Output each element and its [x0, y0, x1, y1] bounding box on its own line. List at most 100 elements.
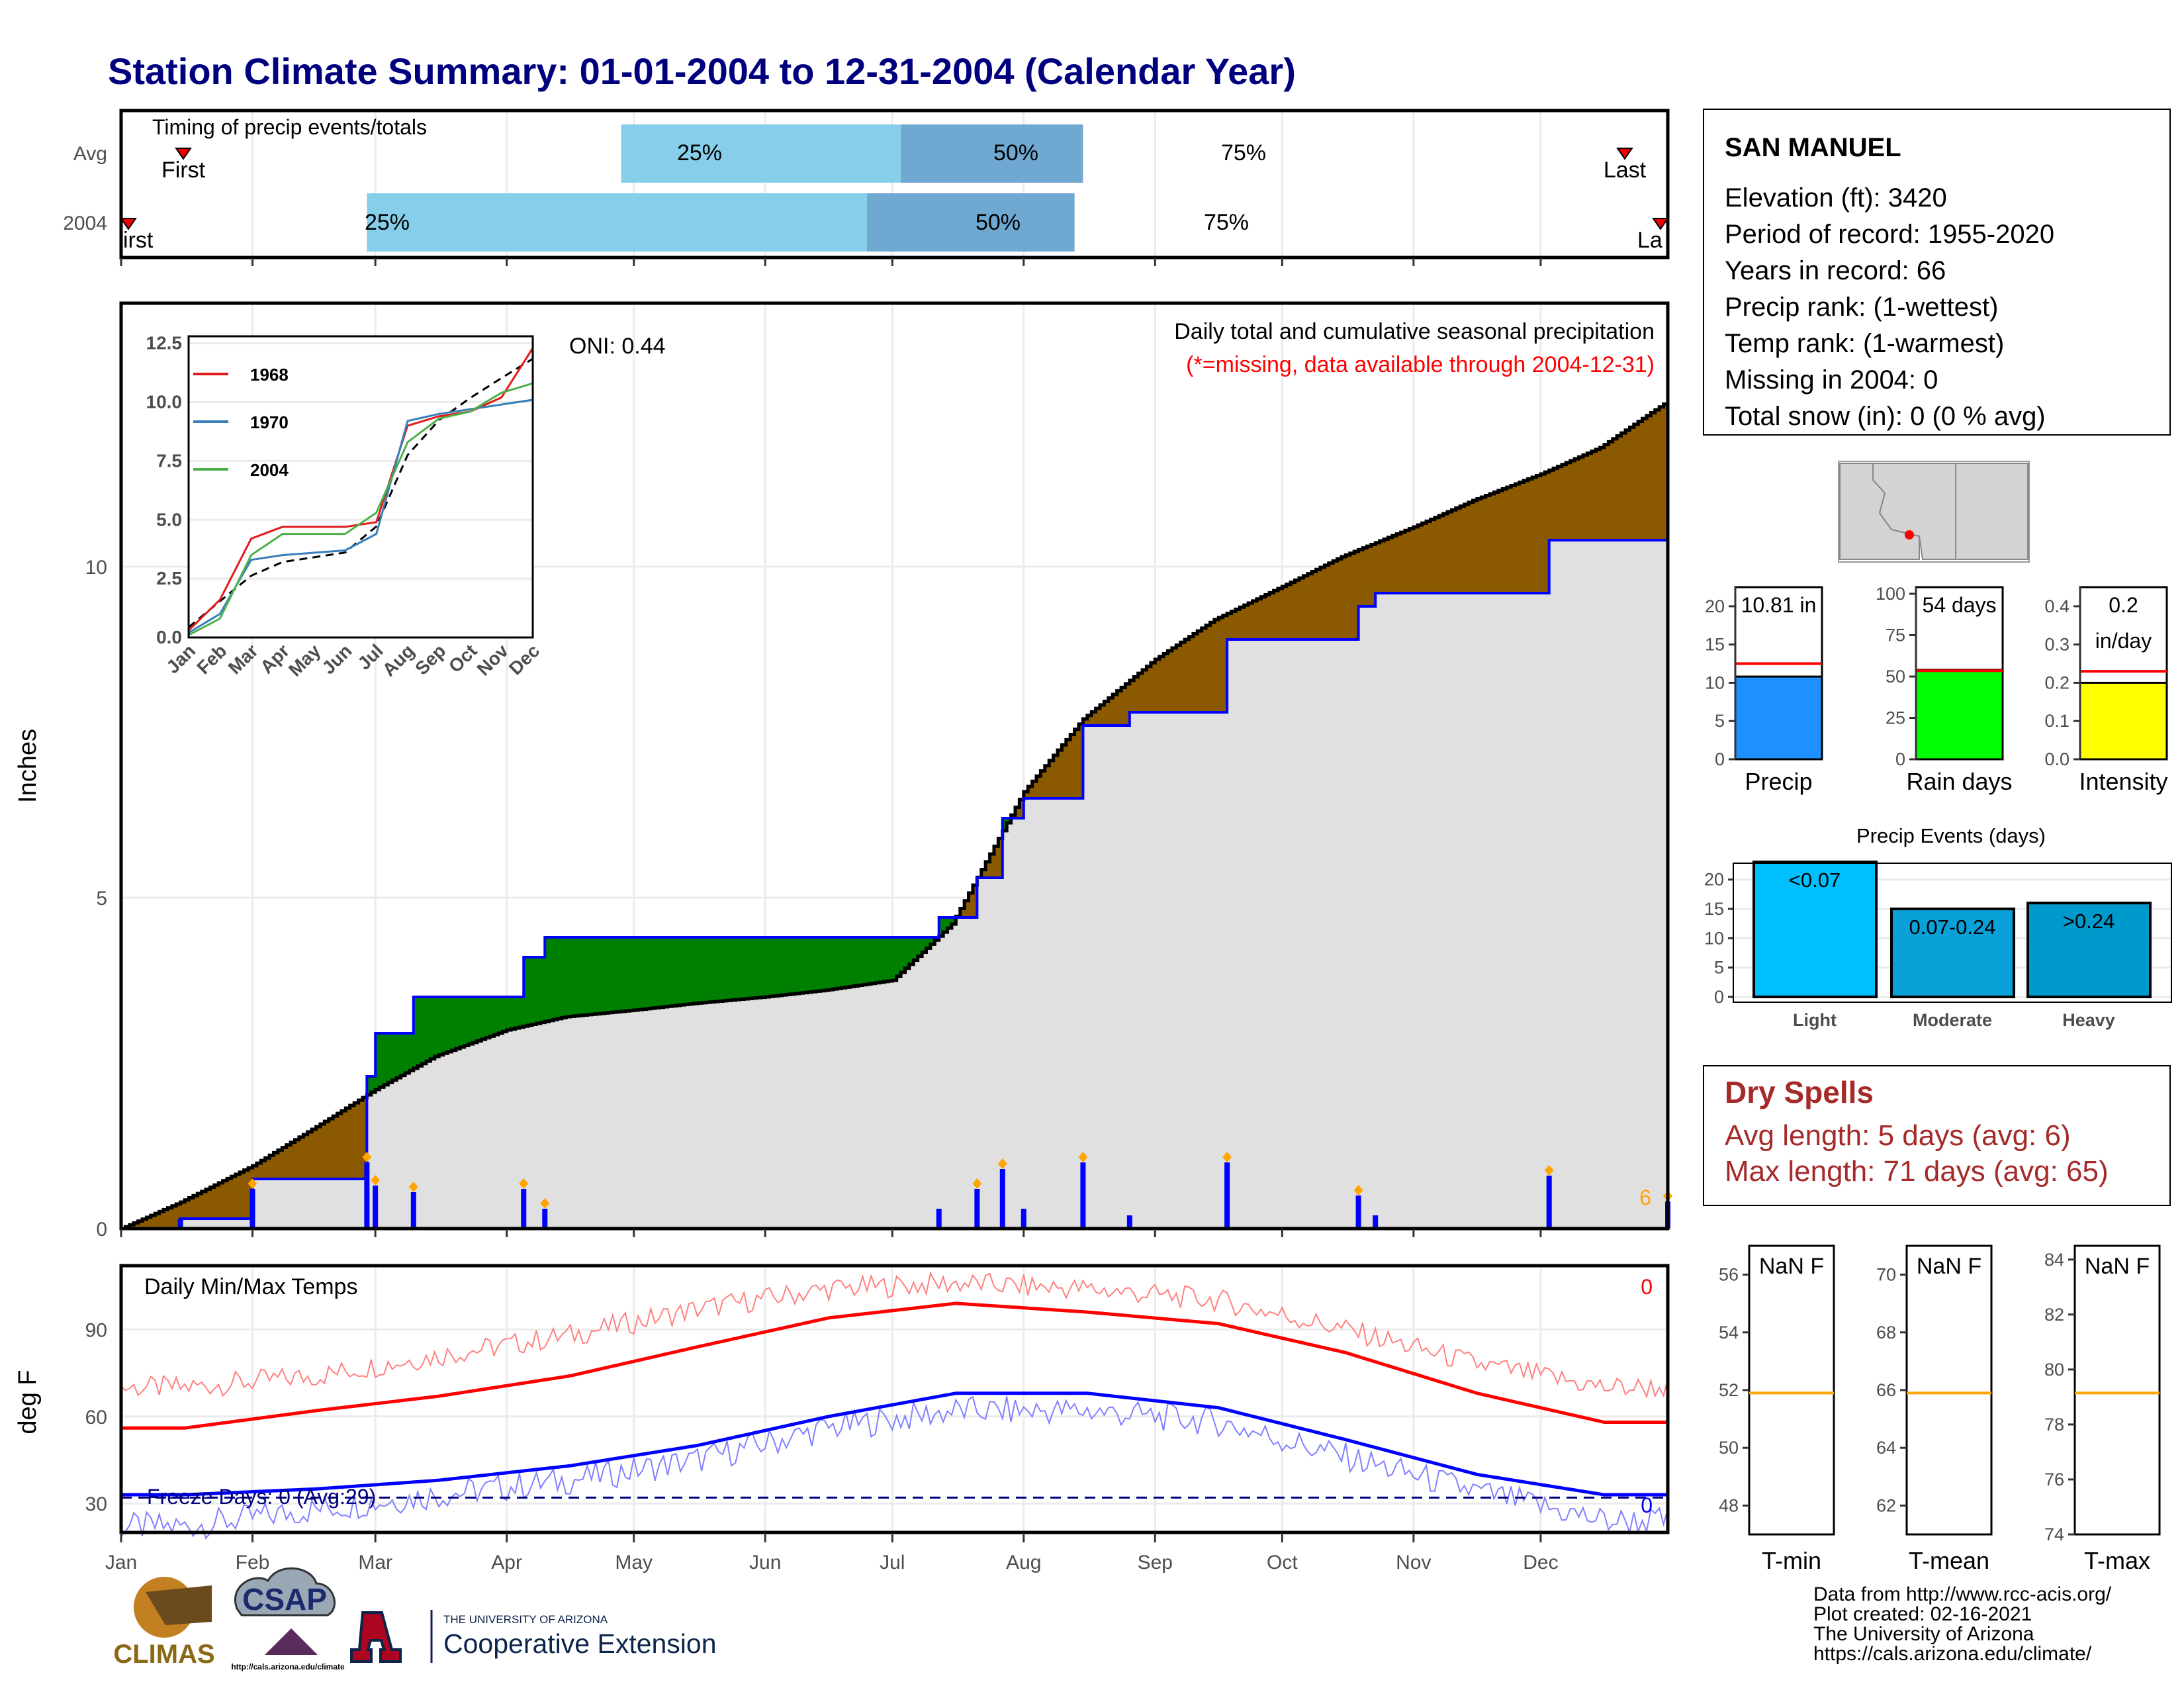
daily-precip-bar	[410, 1192, 416, 1229]
events-title: Precip Events (days)	[1856, 824, 2046, 847]
temp-gauge-tick-label: 48	[1719, 1495, 1739, 1515]
gauge-tick-label: 15	[1705, 635, 1725, 655]
temp-gauge-label: T-min	[1762, 1547, 1821, 1574]
events-tick-label: 20	[1704, 870, 1724, 890]
inset-chart: 0.02.55.07.510.012.5 JanFebMarAprMayJunJ…	[146, 333, 544, 680]
gauges: 0 5 10 15 20 10.81 in Precip 0 25 50 75 100 54 days R…	[1705, 584, 2168, 795]
avg-q25-50-bar	[621, 124, 901, 183]
normal-mask-area	[121, 513, 1668, 1229]
precip-ytick-0: 0	[96, 1219, 107, 1241]
events-category-label: Heavy	[2062, 1010, 2115, 1030]
ua-extension: Cooperative Extension	[443, 1628, 717, 1659]
timing-frame	[119, 109, 1670, 259]
daily-precip-bar	[1373, 1215, 1379, 1229]
avg-first-label: First	[161, 158, 206, 183]
x-tick-label-dec: Dec	[1523, 1552, 1558, 1573]
dry-spells-box: Dry Spells Avg length: 5 days (avg: 6) M…	[1703, 1065, 2171, 1206]
inset-legend-label: 2004	[250, 460, 289, 480]
events-bar-label: 0.07-0.24	[1909, 915, 1996, 939]
temp-gauge-tick-label: 62	[1876, 1495, 1896, 1515]
daily-precip-bar	[936, 1209, 942, 1229]
csap-wordmark: CSAP	[242, 1582, 327, 1617]
events-chart: 0 5 10 15 20 <0.07 Light 0.07-0.24 Moderate >0.24…	[1704, 861, 2171, 1030]
gauge-tick-label: 0.0	[2044, 749, 2070, 769]
daily-precip-bar	[177, 1219, 183, 1229]
daily-precip-markers	[248, 1152, 1672, 1209]
gauge-tick-label: 0.3	[2044, 635, 2070, 655]
temps-red-count: 0	[1641, 1275, 1653, 1299]
temp-gauge-tick-label: 74	[2044, 1524, 2064, 1544]
x-tick-label-mar: Mar	[358, 1552, 392, 1573]
inset-series-2004	[188, 382, 533, 636]
daily-precip-bar	[1021, 1209, 1026, 1229]
temps-ylabel: deg F	[14, 1370, 42, 1434]
inset-legend: 1968 1970 2004	[193, 365, 289, 480]
daily-precip-marker	[1078, 1152, 1088, 1162]
daily-precip-bar	[974, 1189, 980, 1229]
climas-wordmark: CLIMAS	[113, 1640, 214, 1669]
events-tick-label: 15	[1704, 899, 1724, 919]
ua-logo: THE UNIVERSITY OF ARIZONA Cooperative Ex…	[350, 1610, 717, 1663]
gauge-fill	[1734, 675, 1823, 761]
daily-precip-bar	[521, 1189, 527, 1229]
gauge-tick-label: 0	[1895, 749, 1905, 769]
precip-panel: Daily total and cumulative seasonal prec…	[14, 301, 1672, 1241]
gauge-tick-label: 0.1	[2044, 711, 2070, 731]
station-info-box: SAN MANUEL Elevation (ft): 3420 Period o…	[1703, 109, 2171, 436]
temp-gauge-t-min: 48 50 52 54 56 NaN F T-min	[1719, 1244, 1835, 1574]
daily-precip-bar	[364, 1162, 370, 1229]
gauge-tick-label: 100	[1876, 584, 1905, 604]
temps-panel: Daily Min/Max Temps 0 Freeze Days: 0 (Av…	[14, 1264, 1670, 1540]
station-years: Years in record: 66	[1725, 256, 1946, 285]
x-tick-label-apr: Apr	[491, 1552, 522, 1573]
temp-gauge-tick-label: 84	[2044, 1250, 2064, 1270]
y2004-q25-50-bar	[367, 193, 867, 252]
events-bar-light	[1752, 861, 1878, 998]
dry-spells-max: Max length: 71 days (avg: 65)	[1725, 1155, 2109, 1188]
credits: Data from http://www.rcc-acis.org/ Plot …	[1813, 1583, 2112, 1665]
temp-gauge-tick-label: 66	[1876, 1380, 1896, 1400]
y2004-first-marker	[120, 218, 137, 230]
temp-gauge-frame	[1748, 1244, 1835, 1536]
temp-gauge-t-max: 74 76 78 80 82 84 NaN F T-max	[2044, 1244, 2161, 1574]
climas-emblem-shape	[146, 1585, 212, 1625]
inset-yticks: 0.0 2.5 5.0 7.5 10.0 12.5	[146, 333, 183, 647]
station-box-frame	[1703, 109, 2171, 436]
daily-precip-bar	[542, 1209, 548, 1229]
temp-gauge-t-mean: 62 64 66 68 70 NaN F T-mean	[1876, 1244, 1993, 1574]
y2004-q25-label: 25%	[365, 210, 410, 235]
x-tick-label-oct: Oct	[1267, 1552, 1298, 1573]
x-axis: Jan Feb Mar Apr May Jun Jul Aug Sep Oct Nov Dec	[105, 258, 1559, 1573]
daily-precip-bar	[999, 1169, 1005, 1229]
events-frame	[1733, 863, 2172, 1003]
temps-ytick-label: 60	[85, 1407, 107, 1429]
y2004-q75-label: 75%	[1204, 210, 1249, 235]
gauge-tick-label: 5	[1715, 711, 1725, 731]
events-tick-label: 5	[1714, 958, 1724, 978]
temp-gauge-value: NaN F	[1917, 1254, 1981, 1279]
gauge-label: Precip	[1745, 768, 1812, 795]
events-category-label: Moderate	[1913, 1010, 1992, 1030]
credit-line-4: https://cals.arizona.edu/climate/	[1813, 1643, 2092, 1665]
ua-block-a-icon	[350, 1611, 402, 1663]
precip-frame	[119, 301, 1670, 1231]
temp-gauge-tick-label: 54	[1719, 1323, 1739, 1342]
page-title: Station Climate Summary: 01-01-2004 to 1…	[108, 50, 1296, 92]
events-bar-label: >0.24	[2063, 910, 2115, 933]
temps-ytick-label: 30	[85, 1493, 107, 1515]
station-elevation: Elevation (ft): 3420	[1725, 183, 1947, 212]
dry-spells-avg: Avg length: 5 days (avg: 6)	[1725, 1119, 2071, 1152]
station-period: Period of record: 1955-2020	[1725, 220, 2054, 249]
csap-logo: CSAP http://cals.arizona.edu/climate	[231, 1567, 345, 1671]
gauge-precip: 0 5 10 15 20 10.81 in Precip	[1705, 586, 1823, 795]
gauge-tick-label: 10	[1705, 673, 1725, 692]
csap-mountain	[265, 1628, 318, 1655]
y2004-last-label: La	[1637, 228, 1662, 253]
temperature-gauges: 48 50 52 54 56 NaN F T-min 62 64 66 68 70 NaN F T-mea…	[1719, 1244, 2161, 1574]
temp-gauge-tick-label: 64	[1876, 1438, 1896, 1458]
temps-grid	[123, 1268, 1666, 1530]
temp-gauge-tick-label: 52	[1719, 1380, 1739, 1400]
gauge-rain-days: 0 25 50 75 100 54 days Rain days	[1876, 584, 2013, 795]
gauge-tick-label: 20	[1705, 596, 1725, 616]
